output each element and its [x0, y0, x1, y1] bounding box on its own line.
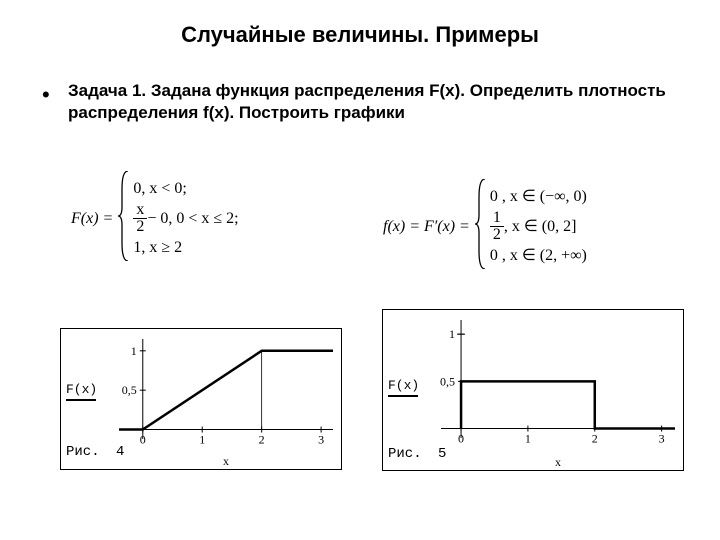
chart-F-ylabel: F(x) — [66, 382, 97, 401]
equation-f-row2: 0 , x ∈ (2, +∞) — [490, 243, 587, 269]
svg-text:0: 0 — [458, 432, 464, 446]
equation-F: F(x) = 0, x < 0; x 2 − 0, 0 < x ≤ 2; 1, … — [70, 170, 240, 267]
equation-F-lhs: F(x) = — [70, 170, 117, 267]
svg-text:0,5: 0,5 — [440, 374, 455, 388]
equation-F-row2: 1, x ≥ 2 — [133, 235, 238, 261]
slide-title: Случайные величины. Примеры — [0, 22, 720, 48]
svg-text:1: 1 — [131, 344, 137, 358]
chart-f-ylabel: F(x) — [388, 378, 419, 397]
brace-icon — [474, 178, 488, 275]
svg-text:0: 0 — [140, 433, 146, 447]
bullet-marker: • — [42, 84, 50, 106]
svg-text:0,5: 0,5 — [122, 383, 137, 397]
chart-F-caption: Рис. 4 — [66, 444, 124, 460]
equation-F-row1: x 2 − 0, 0 < x ≤ 2; — [133, 202, 238, 235]
brace-icon — [117, 170, 131, 267]
equation-f-row1: 1 2 , x ∈ (0, 2] — [490, 210, 587, 243]
svg-text:3: 3 — [659, 432, 665, 446]
svg-text:x: x — [223, 454, 229, 468]
svg-text:1: 1 — [199, 433, 205, 447]
equation-f-row0: 0 , x ∈ (−∞, 0) — [490, 184, 587, 210]
svg-text:x: x — [555, 455, 561, 469]
svg-text:2: 2 — [592, 432, 598, 446]
svg-text:2: 2 — [259, 433, 265, 447]
equation-f: f(x) = F′(x) = 0 , x ∈ (−∞, 0) 1 2 , x ∈… — [382, 178, 588, 275]
task-text: Задача 1. Задана функция распределения F… — [68, 80, 670, 124]
chart-f-caption: Рис. 5 — [388, 446, 446, 462]
svg-text:1: 1 — [449, 327, 455, 341]
svg-text:3: 3 — [318, 433, 324, 447]
equation-f-lhs: f(x) = F′(x) = — [382, 178, 474, 275]
svg-text:1: 1 — [525, 432, 531, 446]
equation-F-row0: 0, x < 0; — [133, 176, 238, 202]
